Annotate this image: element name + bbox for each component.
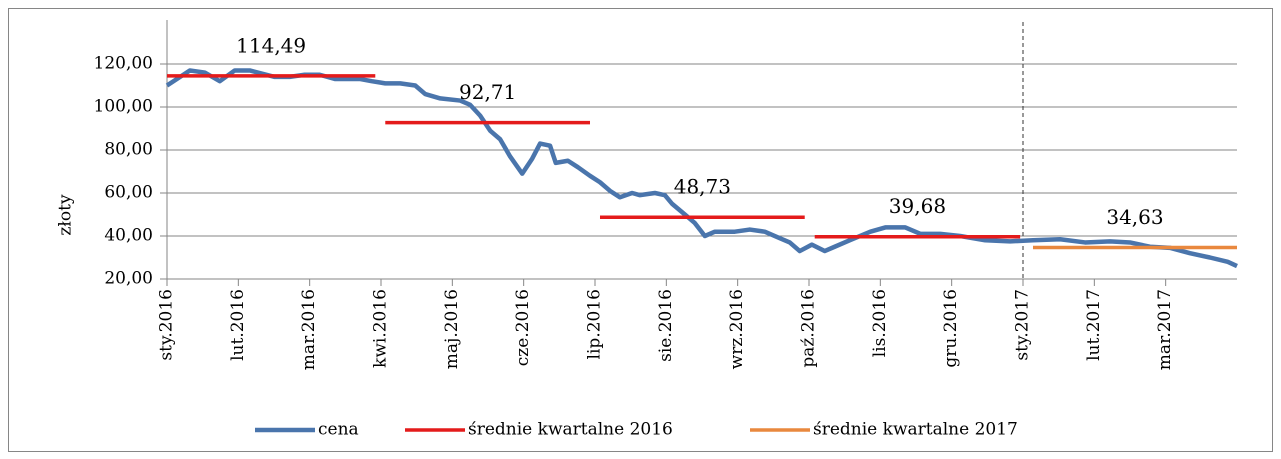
legend-label: średnie kwartalne 2016 bbox=[468, 420, 673, 440]
x-tick-label: sty.2017 bbox=[1013, 289, 1033, 361]
x-tick-label: lut.2016 bbox=[228, 289, 248, 361]
y-tick-label: 120,00 bbox=[94, 54, 153, 74]
x-tick-label: lis.2016 bbox=[870, 289, 890, 357]
price-line bbox=[165, 68, 1238, 269]
x-tick-label: kwi.2016 bbox=[371, 289, 391, 368]
average-label: 92,71 bbox=[459, 80, 516, 104]
y-tick-label: 20,00 bbox=[104, 269, 153, 289]
x-tick-label: lut.2017 bbox=[1084, 289, 1104, 361]
x-tick-label: lip.2016 bbox=[585, 289, 605, 359]
x-tick-label: gru.2016 bbox=[941, 289, 961, 368]
y-tick-label: 80,00 bbox=[104, 140, 153, 160]
y-tick-label: 100,00 bbox=[94, 97, 153, 117]
y-axis-label: złoty bbox=[56, 194, 76, 236]
x-tick-label: maj.2016 bbox=[442, 289, 462, 369]
x-tick-label: sie.2016 bbox=[656, 289, 676, 362]
x-tick-label: sty.2016 bbox=[157, 289, 177, 361]
average-label: 34,63 bbox=[1106, 205, 1163, 229]
legend-label: cena bbox=[318, 420, 359, 440]
legend-label: średnie kwartalne 2017 bbox=[813, 420, 1018, 440]
x-tick-label: mar.2016 bbox=[299, 289, 319, 370]
x-tick-label: cze.2016 bbox=[513, 289, 533, 366]
y-tick-label: 60,00 bbox=[104, 183, 153, 203]
average-label: 39,68 bbox=[889, 194, 946, 218]
x-tick-label: paź.2016 bbox=[799, 289, 819, 368]
x-tick-label: mar.2017 bbox=[1155, 289, 1175, 370]
x-tick-label: wrz.2016 bbox=[727, 289, 747, 369]
average-label: 114,49 bbox=[236, 33, 306, 57]
average-label: 48,73 bbox=[674, 175, 731, 199]
y-tick-label: 40,00 bbox=[104, 226, 153, 246]
